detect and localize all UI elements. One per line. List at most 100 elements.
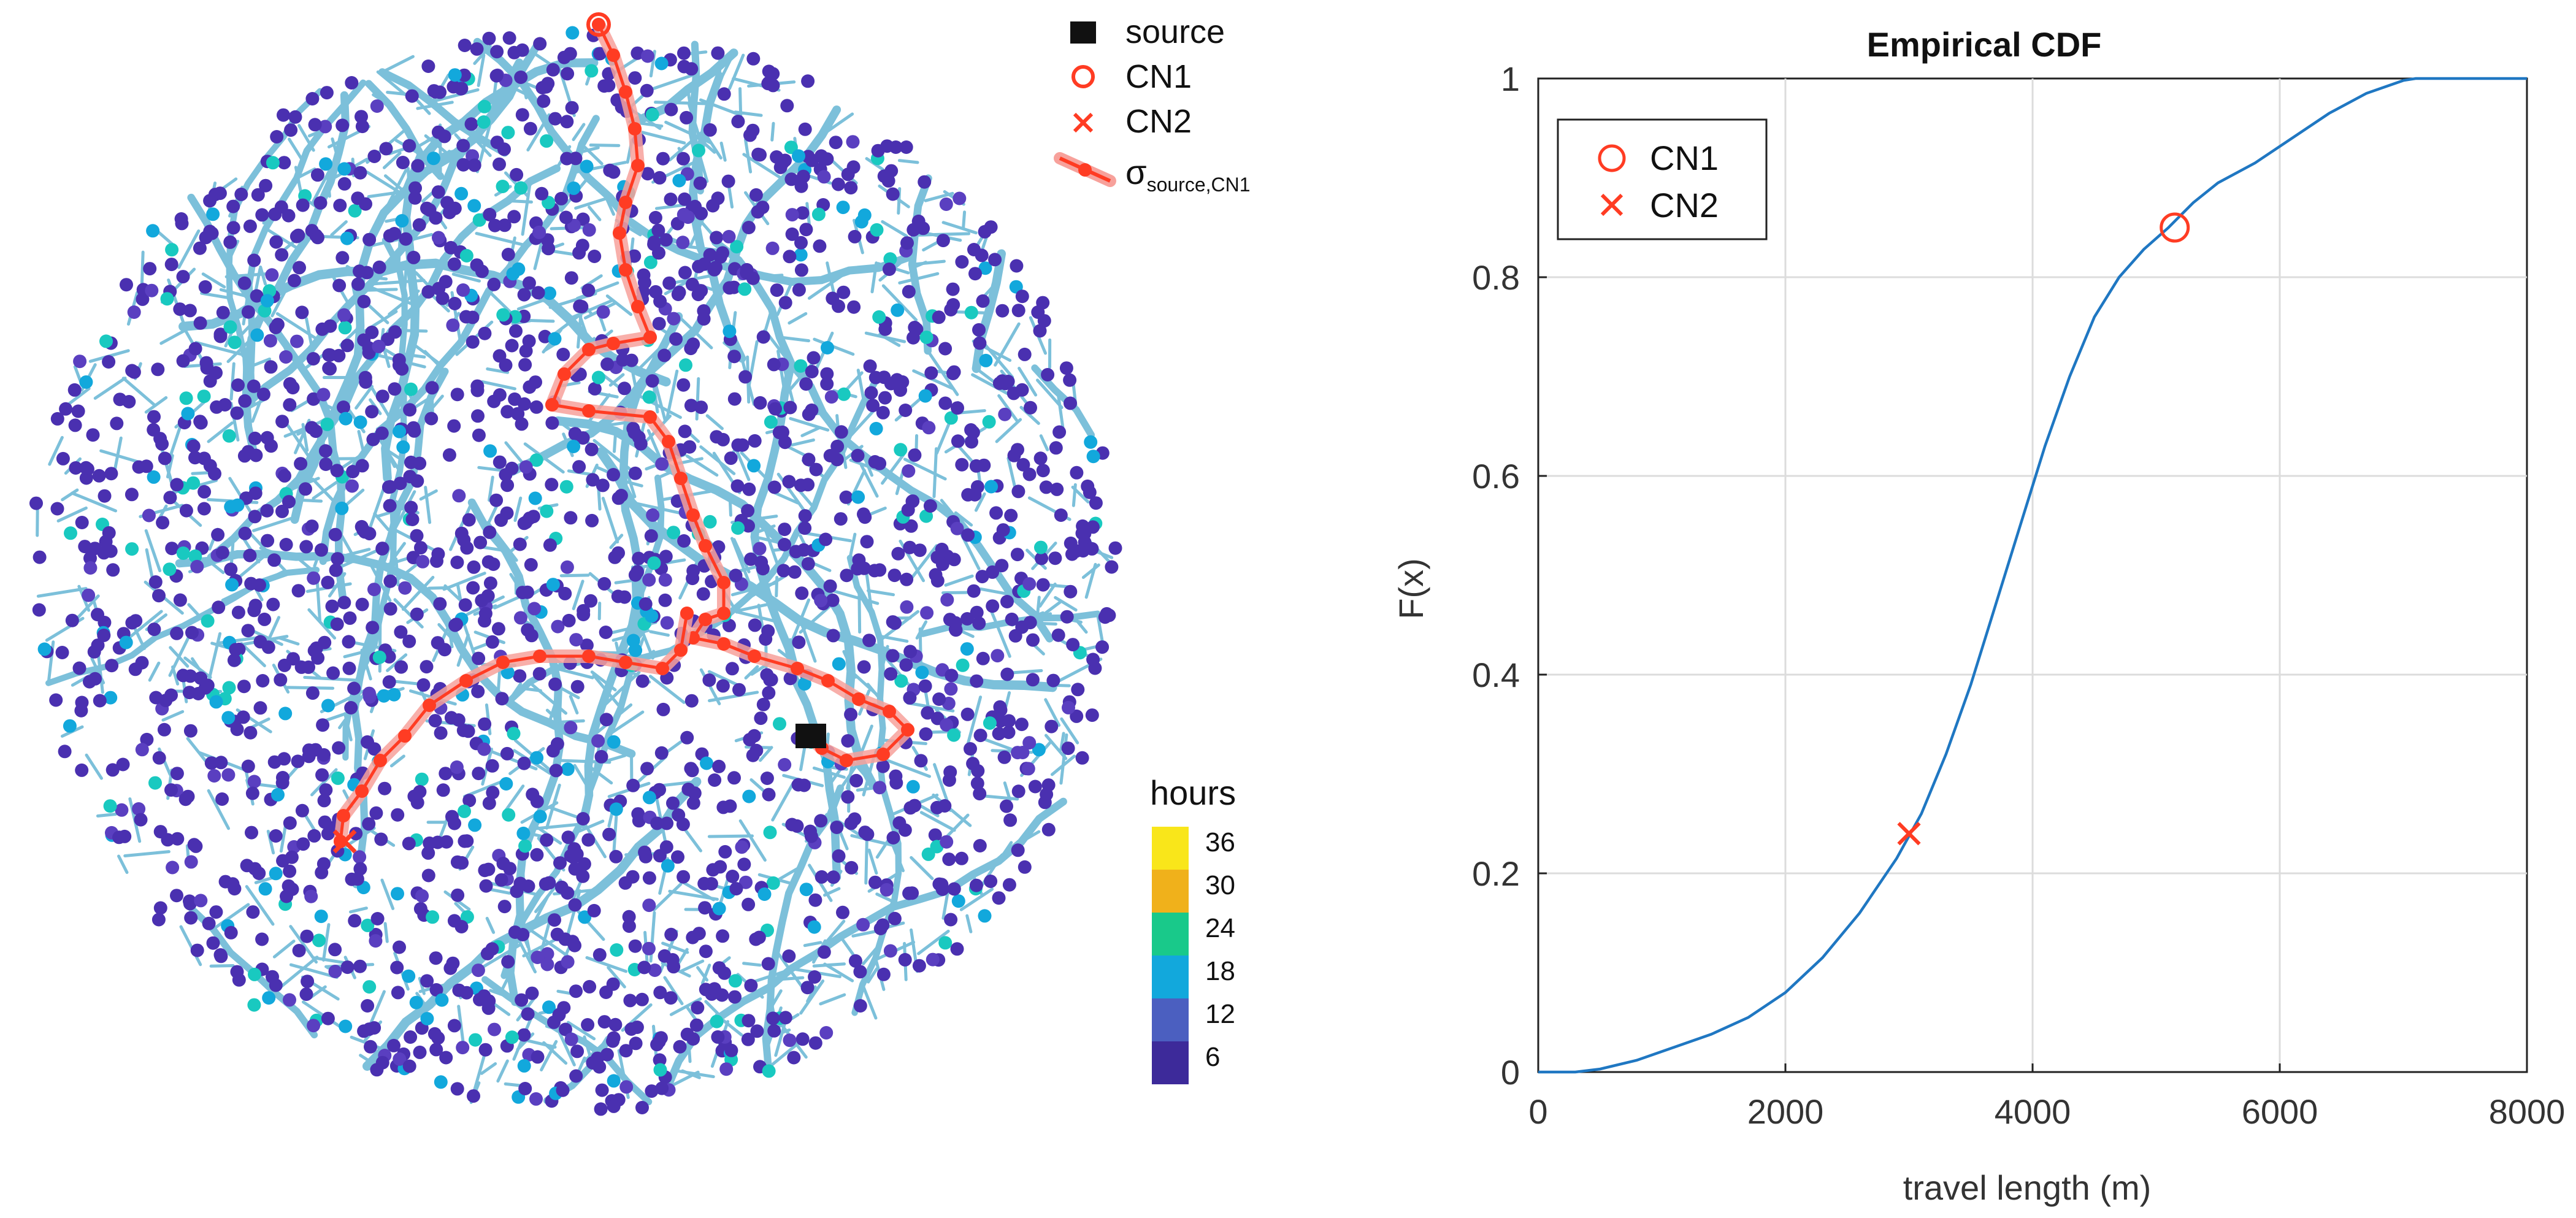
junction-node: [293, 261, 306, 275]
junction-node: [585, 442, 599, 456]
junction-node: [995, 559, 1009, 573]
service-pipe: [608, 373, 625, 387]
path-node: [582, 404, 596, 418]
junction-node: [125, 542, 139, 556]
junction-node: [908, 799, 922, 813]
junction-node: [252, 867, 266, 880]
junction-node: [872, 310, 886, 324]
service-pipe: [523, 442, 565, 474]
junction-node: [832, 299, 845, 313]
junction-node: [984, 480, 999, 494]
chart-legend-cn2-label: CN2: [1650, 186, 1719, 224]
junction-node: [460, 834, 474, 848]
junction-node: [868, 875, 882, 889]
junction-node: [102, 526, 116, 540]
junction-node: [729, 882, 743, 896]
junction-node: [258, 882, 272, 896]
junction-node: [256, 388, 270, 401]
service-pipe: [1071, 485, 1090, 504]
junction-node: [820, 377, 834, 391]
junction-node: [569, 1069, 583, 1083]
junction-node: [316, 718, 330, 732]
path-node: [821, 674, 835, 688]
y-axis-ticks: 00.20.40.60.81: [1472, 59, 1547, 1092]
service-pipe: [451, 272, 481, 283]
junction-node: [753, 396, 767, 410]
junction-node: [351, 277, 365, 291]
junction-node: [599, 626, 613, 639]
junction-node: [692, 144, 705, 158]
service-pipe: [1060, 717, 1079, 745]
service-pipe: [819, 993, 846, 1006]
junction-node: [1086, 653, 1100, 667]
junction-node: [339, 412, 353, 426]
junction-node: [561, 830, 575, 845]
junction-node: [580, 638, 594, 653]
junction-node: [778, 757, 792, 772]
junction-node: [653, 783, 666, 797]
junction-node: [183, 897, 197, 911]
junction-node: [704, 877, 718, 891]
junction-node: [462, 513, 476, 527]
junction-node: [899, 658, 913, 672]
junction-node: [466, 335, 480, 349]
junction-node: [596, 478, 610, 492]
path-node: [901, 723, 914, 737]
junction-node: [197, 389, 211, 404]
y-tick-label: 0: [1501, 1053, 1520, 1092]
service-pipe: [641, 131, 686, 145]
junction-node: [75, 763, 89, 777]
junction-node: [99, 334, 113, 348]
junction-node: [314, 543, 328, 557]
service-pipe: [433, 88, 480, 102]
branch-pipe: [200, 291, 232, 300]
service-pipe: [962, 210, 967, 230]
service-pipe: [186, 737, 209, 764]
junction-node: [243, 726, 258, 740]
junction-node: [266, 597, 280, 611]
junction-node: [877, 370, 891, 385]
junction-node: [497, 900, 512, 914]
path-node: [619, 656, 632, 669]
junction-node: [915, 665, 929, 680]
junction-node: [645, 107, 659, 121]
junction-node: [413, 1045, 427, 1059]
junction-node: [942, 852, 956, 867]
junction-node: [431, 835, 445, 849]
junction-node: [961, 528, 975, 542]
service-pipe: [944, 574, 974, 587]
junction-node: [632, 431, 646, 445]
junction-node: [332, 348, 346, 362]
service-pipe: [585, 956, 628, 973]
service-pipe: [477, 53, 486, 87]
junction-node: [565, 935, 580, 949]
junction-node: [902, 464, 916, 478]
service-pipe: [559, 573, 590, 578]
junction-node: [530, 848, 544, 862]
junction-node: [415, 772, 429, 786]
branch-pipe: [613, 429, 618, 453]
service-pipe: [719, 141, 727, 162]
service-pipe: [424, 486, 432, 524]
junction-node: [575, 239, 589, 253]
junction-node: [631, 807, 645, 821]
junction-node: [593, 47, 607, 61]
path-node: [662, 435, 675, 448]
branch-pipe: [556, 691, 562, 718]
service-pipe: [909, 261, 927, 270]
junction-node: [407, 421, 421, 435]
junction-node: [635, 1101, 649, 1114]
junction-node: [1061, 741, 1075, 756]
junction-node: [340, 960, 355, 975]
service-pipe: [881, 453, 905, 485]
junction-node: [206, 207, 220, 221]
junction-node: [966, 426, 980, 440]
junction-node: [894, 443, 908, 457]
junction-node: [869, 421, 883, 435]
legend-path-subscript: source,CN1: [1147, 174, 1251, 196]
junction-node: [749, 188, 763, 202]
grid-lines: [1538, 79, 2527, 1072]
junction-node: [549, 764, 563, 778]
junction-node: [609, 849, 623, 864]
junction-node: [248, 486, 263, 500]
